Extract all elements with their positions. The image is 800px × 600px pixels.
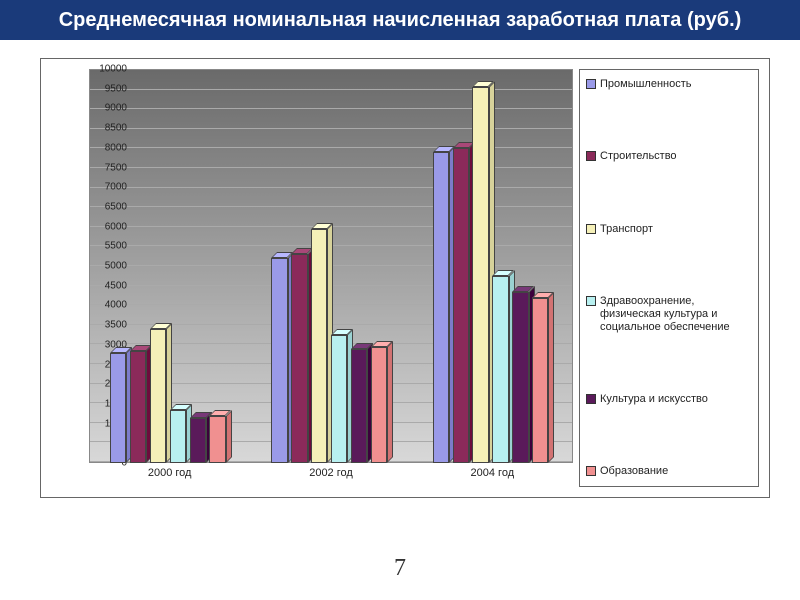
bar-group: [110, 69, 229, 463]
legend-item: Здравоохранение, физическая культура и с…: [586, 295, 752, 333]
x-tick-label: 2004 год: [471, 467, 515, 479]
bar: [512, 292, 528, 463]
bar: [492, 276, 508, 463]
legend-swatch: [586, 151, 596, 161]
bar: [190, 418, 206, 463]
bar-group: [271, 69, 390, 463]
plot-area: 0500100015002000250030003500400045005000…: [89, 69, 573, 463]
legend-swatch: [586, 296, 596, 306]
legend-label: Образование: [600, 465, 668, 478]
x-tick-label: 2000 год: [148, 467, 192, 479]
bar: [130, 351, 146, 463]
bar: [351, 349, 367, 463]
bar-group: [433, 69, 552, 463]
bar: [472, 87, 488, 463]
legend-label: Здравоохранение, физическая культура и с…: [600, 295, 752, 333]
bars-layer: [89, 69, 573, 463]
wage-chart: 0500100015002000250030003500400045005000…: [40, 58, 770, 498]
legend-label: Культура и искусство: [600, 393, 708, 406]
bar: [532, 298, 548, 463]
bar: [209, 416, 225, 463]
legend-item: Строительство: [586, 150, 752, 163]
x-tick-label: 2002 год: [309, 467, 353, 479]
bar: [170, 410, 186, 463]
x-axis-labels: 2000 год 2002 год 2004 год: [89, 463, 573, 487]
legend-swatch: [586, 79, 596, 89]
legend-item: Промышленность: [586, 78, 752, 91]
bar: [371, 347, 387, 463]
bar: [291, 254, 307, 463]
legend-item: Культура и искусство: [586, 393, 752, 406]
page-title: Среднемесячная номинальная начисленная з…: [0, 0, 800, 40]
bar: [311, 229, 327, 463]
page-number: 7: [394, 555, 406, 582]
legend-label: Транспорт: [600, 223, 653, 236]
legend-item: Образование: [586, 465, 752, 478]
bar: [331, 335, 347, 463]
legend-label: Строительство: [600, 150, 677, 163]
bar: [433, 152, 449, 463]
bar: [271, 258, 287, 463]
plot-column: 0500100015002000250030003500400045005000…: [47, 69, 579, 487]
bar: [453, 148, 469, 463]
legend-swatch: [586, 224, 596, 234]
legend-item: Транспорт: [586, 223, 752, 236]
bar: [110, 353, 126, 463]
bar: [150, 329, 166, 463]
legend-label: Промышленность: [600, 78, 692, 91]
legend-swatch: [586, 394, 596, 404]
legend-swatch: [586, 466, 596, 476]
legend: Промышленность Строительство Транспорт Здра…: [579, 69, 759, 487]
